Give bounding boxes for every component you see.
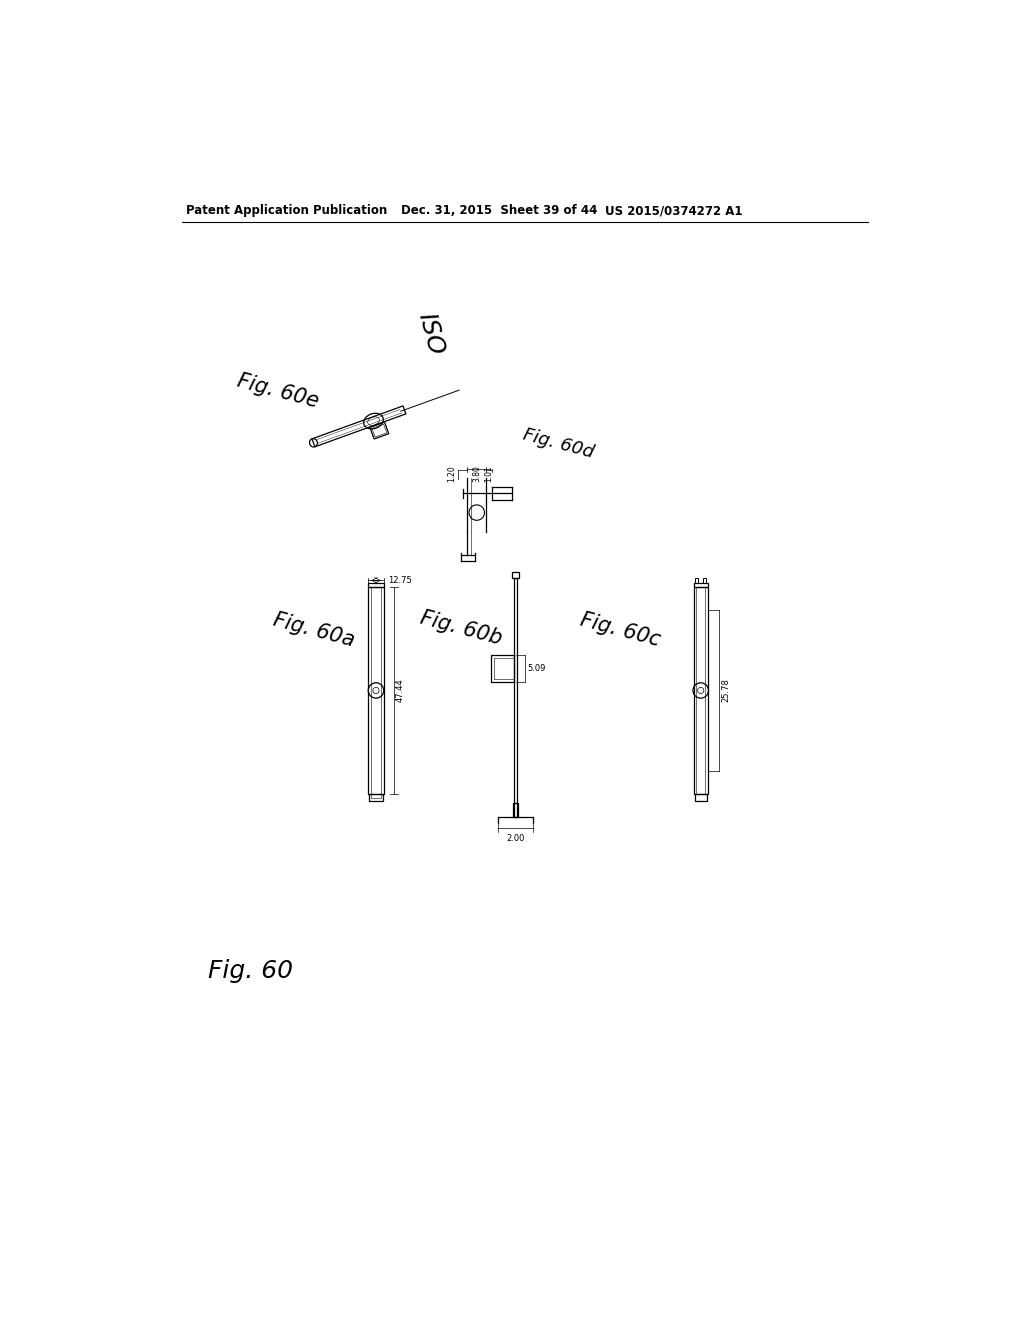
Bar [490, 655, 514, 682]
Text: Fig. 60d: Fig. 60d [521, 425, 596, 462]
Text: Fig. 60e: Fig. 60e [234, 371, 321, 412]
Text: 2.00: 2.00 [506, 834, 524, 842]
Bar [512, 572, 518, 578]
Text: Fig. 60: Fig. 60 [208, 958, 293, 983]
Text: Fig. 60b: Fig. 60b [418, 607, 505, 648]
Bar [693, 587, 708, 793]
Bar [371, 793, 381, 799]
Text: 47.44: 47.44 [395, 678, 404, 702]
Text: 1.20: 1.20 [446, 465, 456, 482]
Text: 25.78: 25.78 [722, 678, 731, 702]
Bar [695, 578, 698, 583]
Bar [369, 793, 383, 801]
Bar [703, 578, 707, 583]
Text: Fig. 60a: Fig. 60a [271, 610, 357, 651]
Text: US 2015/0374272 A1: US 2015/0374272 A1 [604, 205, 742, 218]
Text: 12.75: 12.75 [388, 576, 412, 585]
Text: ISO: ISO [413, 310, 447, 358]
Bar [513, 803, 518, 817]
Text: Fig. 60c: Fig. 60c [578, 610, 663, 649]
Bar [694, 793, 707, 801]
Text: 1.01: 1.01 [484, 466, 494, 482]
Text: Dec. 31, 2015  Sheet 39 of 44: Dec. 31, 2015 Sheet 39 of 44 [400, 205, 597, 218]
Bar [369, 583, 384, 587]
Text: 3.80: 3.80 [472, 465, 481, 482]
Bar [369, 587, 384, 793]
Bar [693, 583, 708, 587]
Text: Patent Application Publication: Patent Application Publication [186, 205, 387, 218]
Text: 5.09: 5.09 [527, 664, 546, 673]
Bar [514, 578, 517, 817]
